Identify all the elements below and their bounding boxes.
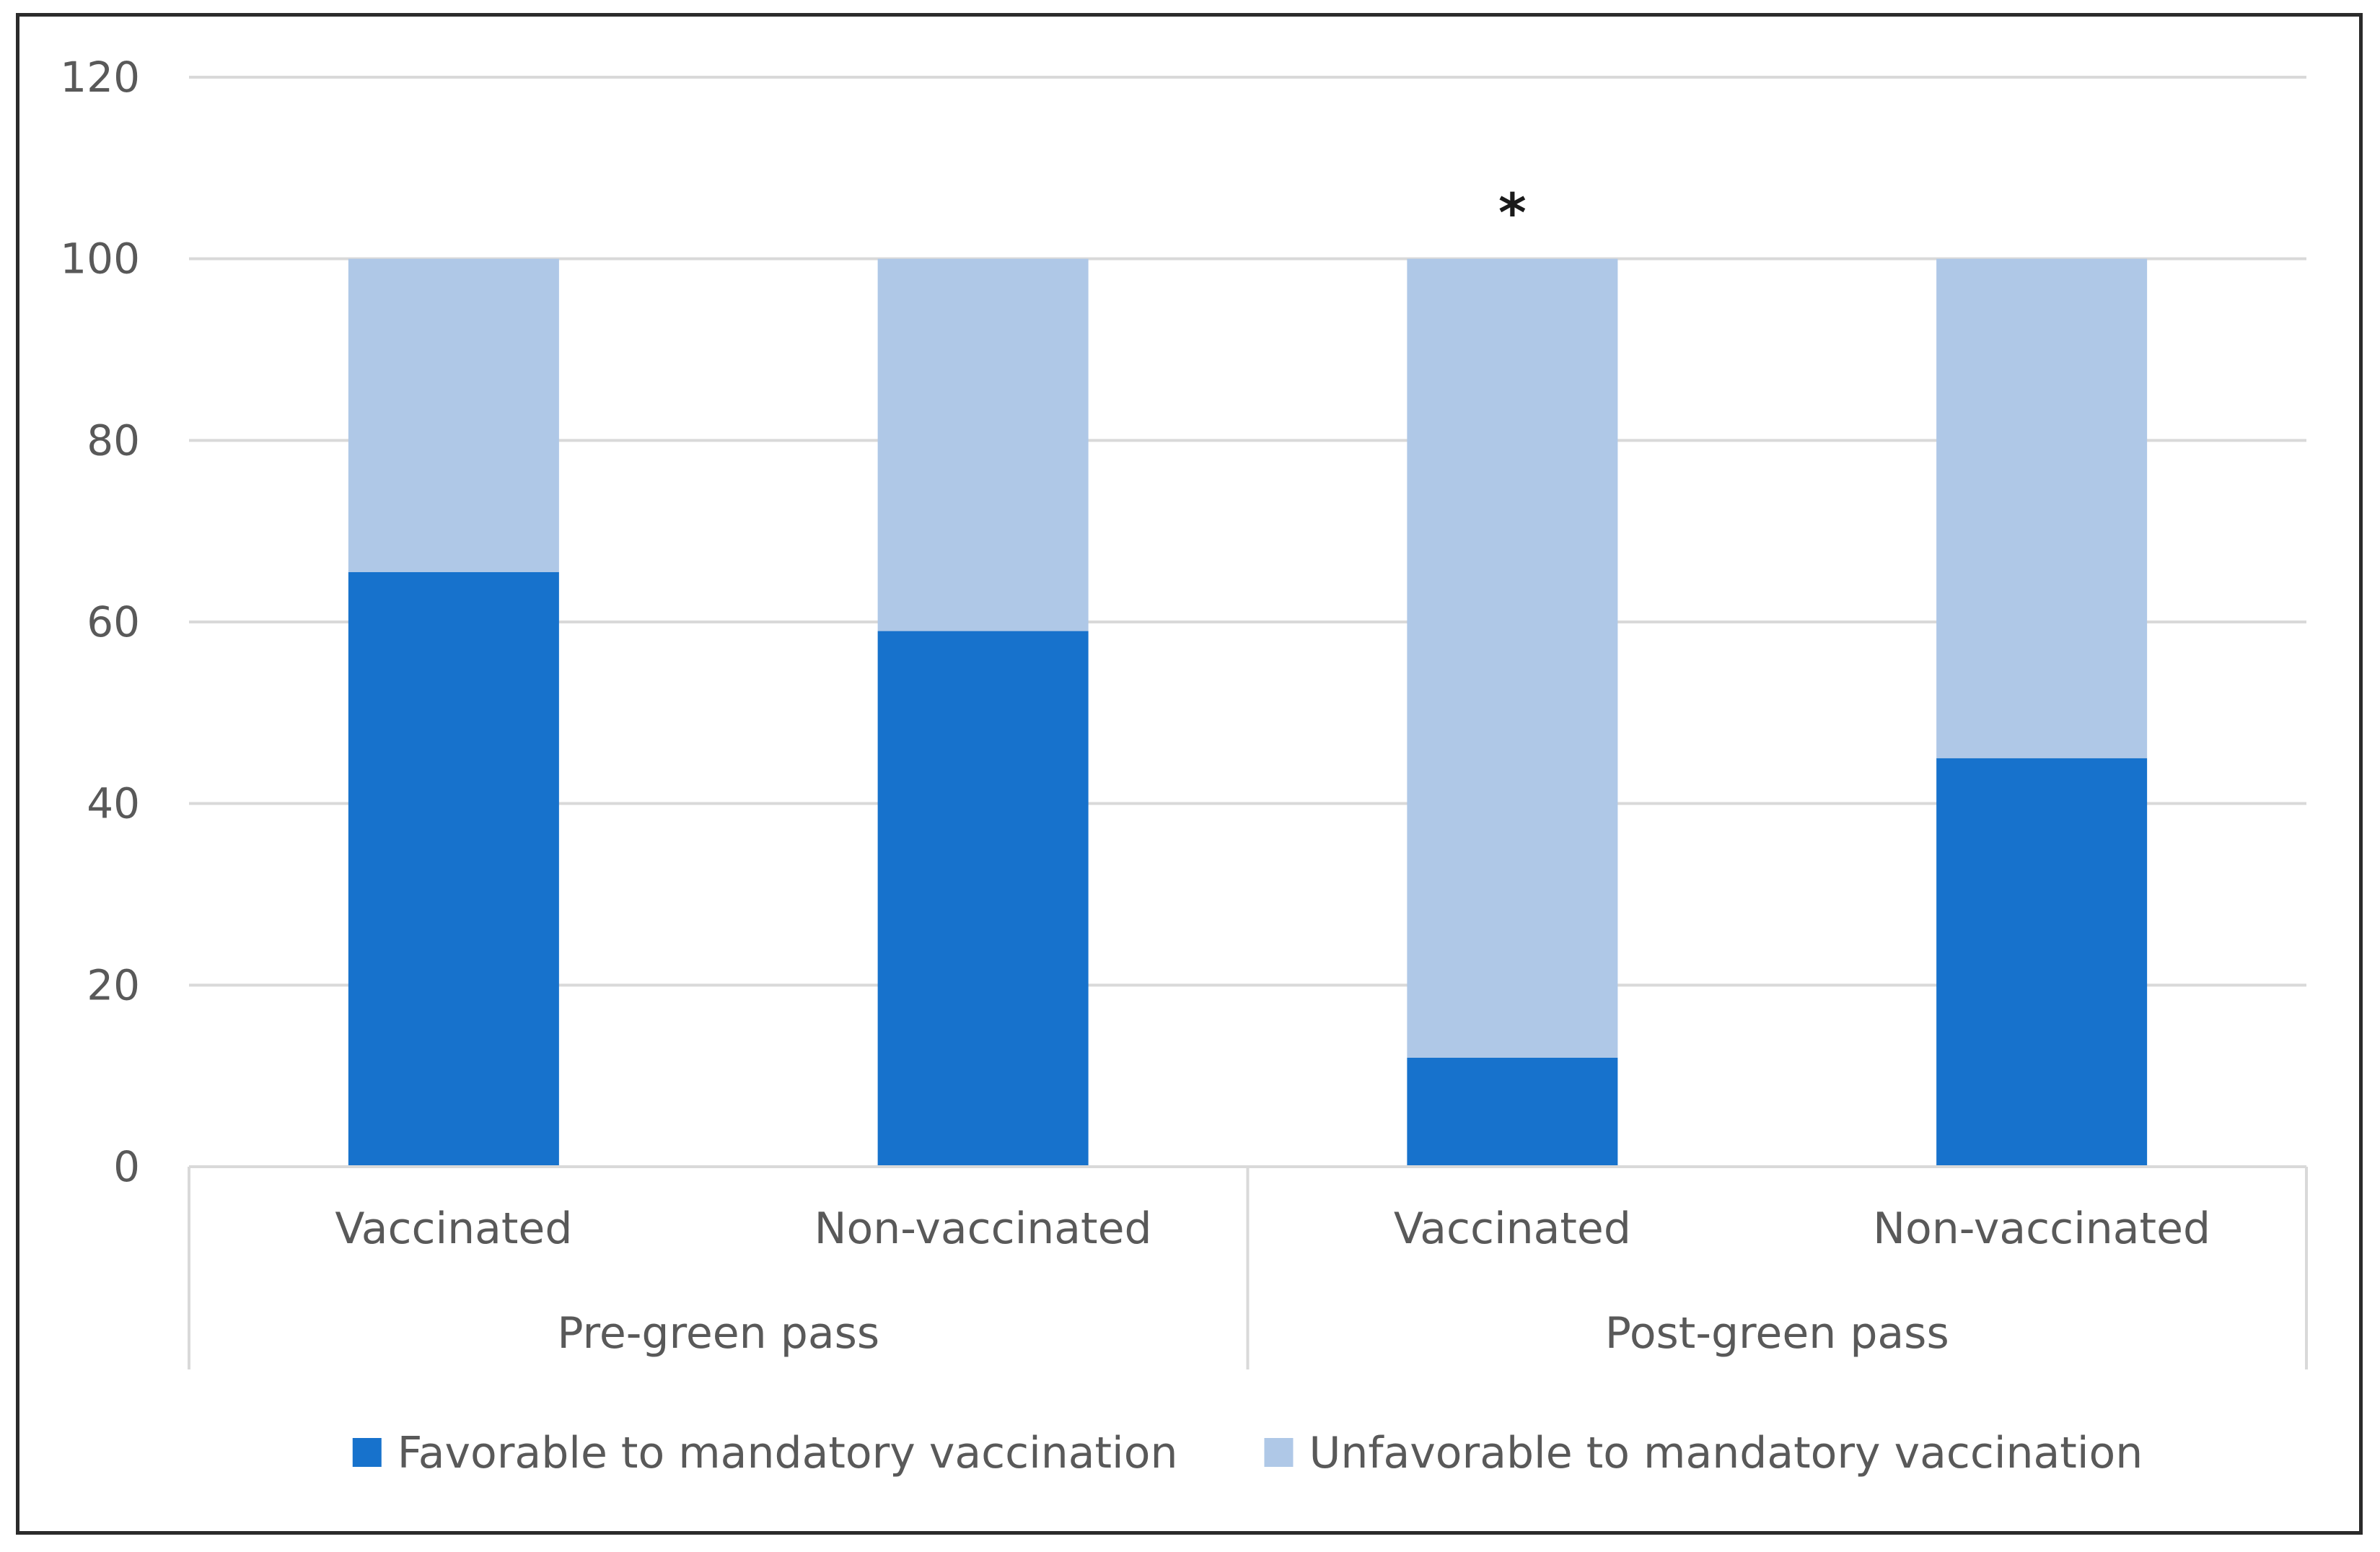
bar-segment (1407, 1058, 1618, 1167)
bar-segment (348, 258, 559, 572)
chart-frame: 0 20 40 60 80 100 120 Vaccinated Non-vaccinated V… (16, 13, 2363, 1535)
y-tick-label: 60 (87, 597, 140, 646)
bar-segment (877, 631, 1089, 1167)
labels: 0 20 40 60 80 100 120 Vaccinated Non-vaccinated V… (60, 53, 2210, 1359)
bar-segment (877, 258, 1089, 631)
legend-swatch (1264, 1438, 1294, 1467)
legend-swatch (352, 1438, 382, 1467)
y-tick-label: 100 (60, 234, 140, 284)
legend-label: Unfavorable to mandatory vaccination (1309, 1428, 2143, 1478)
bar-segment (1407, 258, 1618, 1058)
bar-segment (348, 571, 559, 1167)
category-label: Non-vaccinated (1873, 1204, 2210, 1254)
bar-segment (1936, 258, 2148, 758)
y-tick-label: 120 (60, 53, 140, 102)
y-tick-label: 0 (113, 1142, 140, 1191)
stacked-bar-chart: 0 20 40 60 80 100 120 Vaccinated Non-vaccinated V… (60, 53, 2308, 1478)
category-label: Vaccinated (1394, 1204, 1631, 1254)
y-tick-label: 80 (87, 416, 140, 465)
legend: Favorable to mandatory vaccination Unfavo… (352, 1428, 2143, 1478)
group-label: Pre-green pass (557, 1308, 879, 1359)
y-tick-label: 20 (87, 960, 140, 1009)
category-label: Vaccinated (335, 1204, 572, 1254)
group-label: Post-green pass (1605, 1308, 1949, 1359)
bars (348, 258, 2148, 1167)
bar-segment (1936, 758, 2148, 1167)
significance-asterisk: * (1498, 183, 1527, 245)
legend-label: Favorable to mandatory vaccination (398, 1428, 1178, 1478)
category-label: Non-vaccinated (814, 1204, 1152, 1254)
axes (188, 1165, 2308, 1369)
y-tick-label: 40 (87, 779, 140, 828)
